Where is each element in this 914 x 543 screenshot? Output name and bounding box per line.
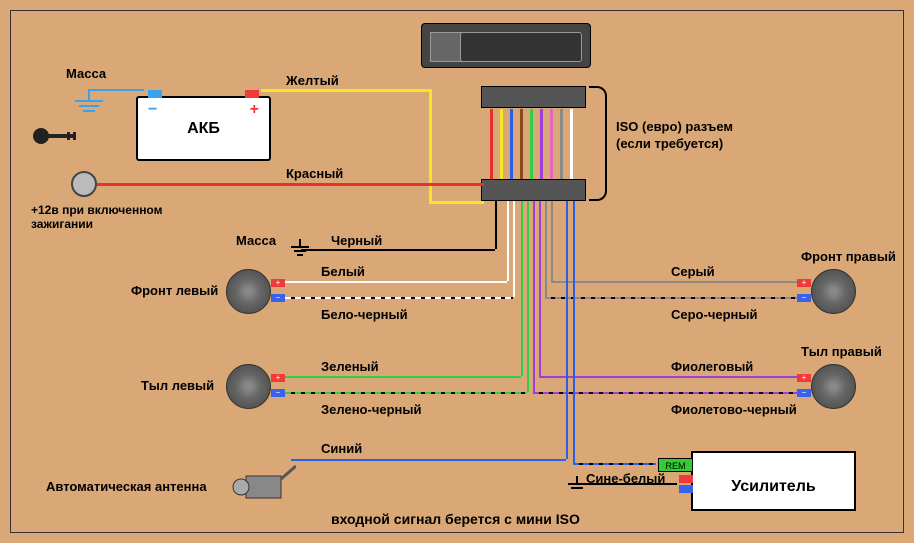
wire-white-v (507, 201, 509, 281)
iso-connector-upper (481, 86, 586, 108)
car-stereo-wiring-diagram: ISO (евро) разъем (если требуется) −+ АК… (10, 10, 904, 533)
label-white-black: Бело-черный (321, 307, 408, 322)
wire-blue-white (573, 463, 656, 465)
wire-green-black-v (527, 201, 529, 392)
rem-label: REM (658, 458, 693, 472)
wire-black-v (495, 201, 497, 249)
label-green-black: Зелено-черный (321, 402, 421, 417)
iso-connector-lower (481, 179, 586, 201)
speaker-rear-left: + − (226, 364, 271, 409)
wire-violet (539, 376, 797, 378)
label-ign1: +12в при включенном (31, 203, 162, 217)
battery: −+ АКБ (136, 96, 271, 161)
key-icon (31, 126, 81, 156)
battery-label: АКБ (187, 120, 220, 138)
label-massa: Масса (66, 66, 106, 81)
iso-label-1: ISO (евро) разъем (616, 119, 733, 134)
head-unit (421, 23, 591, 68)
iso-label-2: (если требуется) (616, 136, 723, 151)
amp-label: Усилитель (731, 478, 815, 496)
wire-amp-sig (577, 483, 677, 485)
wire-grey-black-v (545, 201, 547, 297)
amp-ground-icon (566, 476, 588, 503)
label-violet: Фиолеговый (671, 359, 753, 374)
wire-blue (291, 459, 566, 461)
wire-black-h (301, 249, 495, 251)
wire-white (285, 281, 507, 283)
label-violet-black: Фиолетово-черный (671, 402, 797, 417)
label-yellow: Желтый (286, 73, 339, 88)
wire-violet-black-v (533, 201, 535, 392)
label-antenna: Автоматическая антенна (46, 479, 207, 494)
label-black: Черный (331, 233, 382, 248)
speaker-front-left: + − (226, 269, 271, 314)
label-rl: Тыл левый (141, 378, 214, 393)
wire-blue-white-v (573, 201, 575, 463)
label-green: Зеленый (321, 359, 379, 374)
label-grey: Серый (671, 264, 715, 279)
speaker-front-right: + − (811, 269, 856, 314)
wire-blue-v (566, 201, 568, 459)
ignition-switch (71, 171, 97, 197)
label-rr: Тыл правый (801, 344, 882, 359)
label-fr: Фронт правый (801, 249, 896, 264)
label-grey-black: Серо-черный (671, 307, 758, 322)
wire-grey (551, 281, 797, 283)
footer-label: входной сигнал берется с мини ISO (331, 511, 580, 527)
label-ign2: зажигании (31, 217, 93, 231)
wire-green (285, 376, 521, 378)
label-red: Красный (286, 166, 343, 181)
wire-grey-v (551, 201, 553, 281)
wire-violet-v (539, 201, 541, 376)
ground-icon-2 (289, 239, 311, 264)
wire-yellow-v (429, 89, 432, 204)
label-fl: Фронт левый (131, 283, 218, 298)
wire-red (97, 183, 484, 186)
wire-green-v (521, 201, 523, 376)
wire-yellow-h1 (261, 89, 431, 92)
amplifier: REM Усилитель (691, 451, 856, 511)
label-white: Белый (321, 264, 365, 279)
wire-white-black-v (513, 201, 515, 297)
wire-grey-black (545, 297, 797, 299)
wire-green-black (285, 392, 527, 394)
speaker-rear-right: + − (811, 364, 856, 409)
wire-white-black (285, 297, 513, 299)
wire-ground (89, 89, 144, 91)
antenna-icon (226, 461, 286, 501)
label-massa2: Масса (236, 233, 276, 248)
bracket-icon (589, 86, 607, 201)
wire-yellow-h2 (429, 201, 484, 204)
ground-icon (69, 89, 109, 119)
label-blue: Синий (321, 441, 362, 456)
